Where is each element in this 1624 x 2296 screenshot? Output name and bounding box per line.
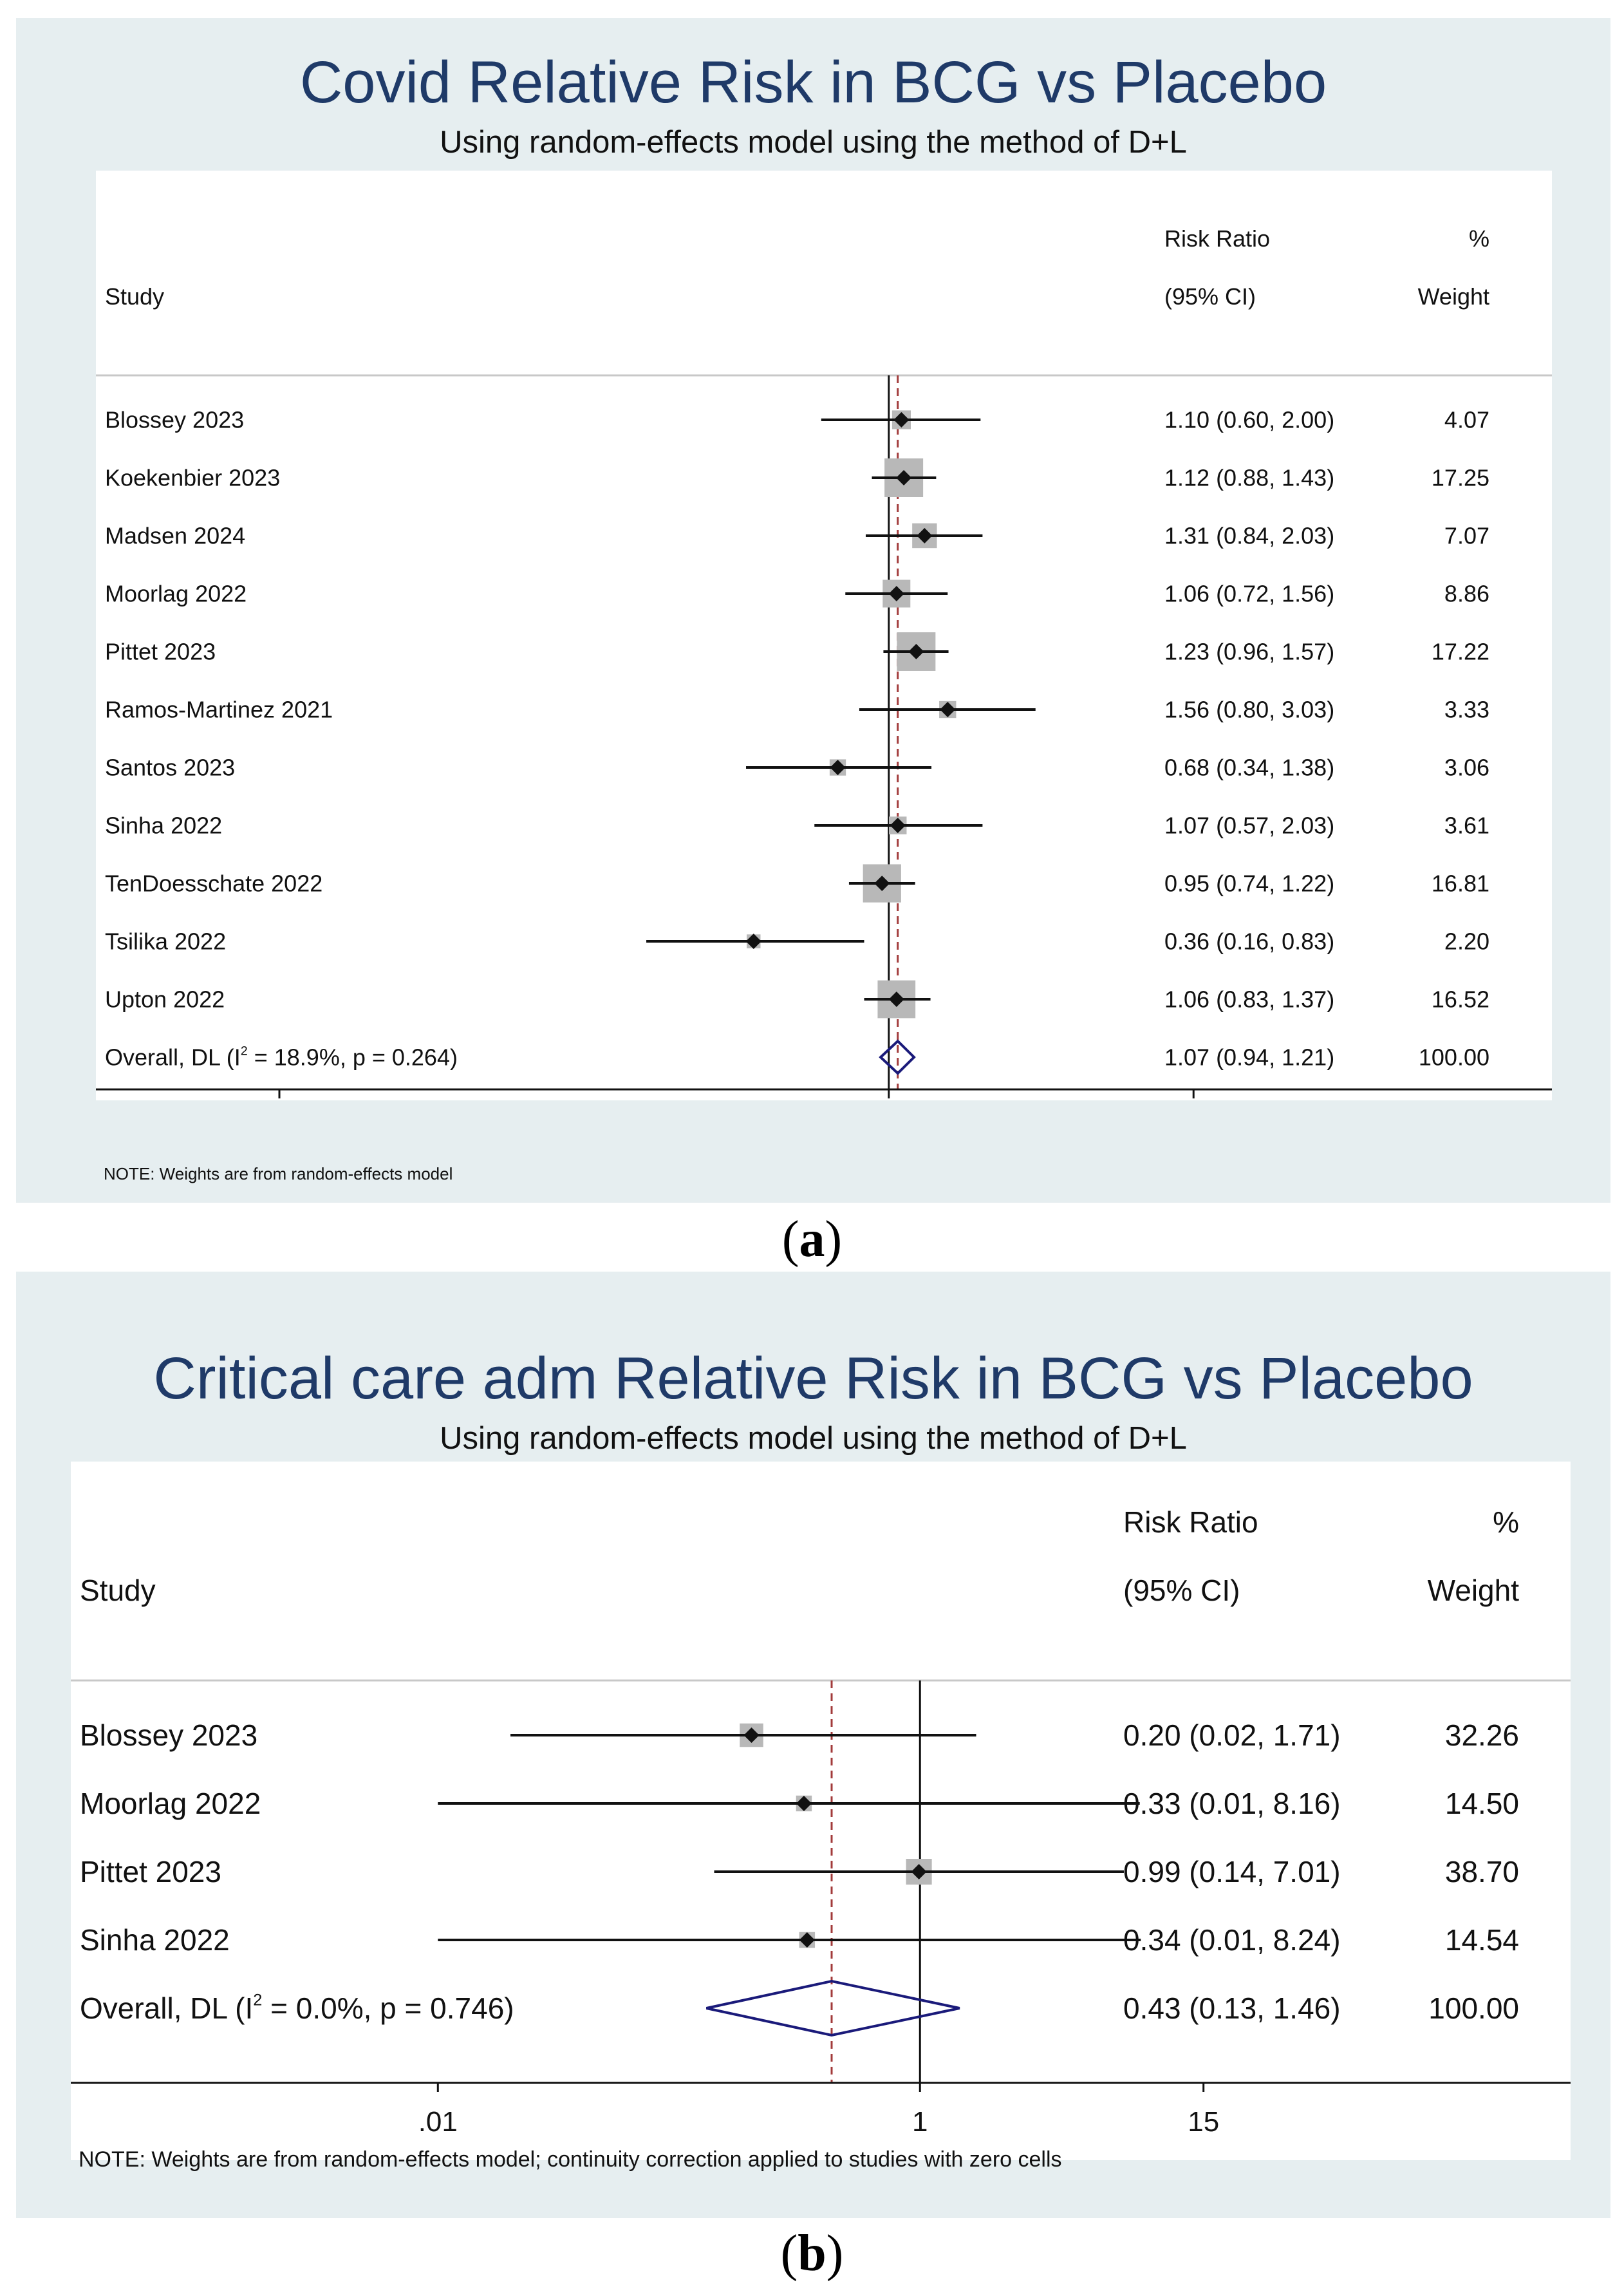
a-study-label: Upton 2022 [105,986,225,1013]
chart-title-a: Covid Relative Risk in BCG vs Placebo [299,50,1327,115]
panel-letter-b: b [798,2225,826,2282]
a-study-label: Tsilika 2022 [105,928,226,955]
a-study-weight: 7.07 [1444,523,1489,549]
a-study-ci-text: 1.06 (0.83, 1.37) [1164,986,1334,1013]
a-study-point-estimate [874,876,890,891]
panel-letter-a: a [799,1211,825,1268]
a-study-weight: 3.61 [1444,813,1489,839]
b-study-ci-text: 0.20 (0.02, 1.71) [1123,1718,1341,1752]
chart-subtitle-b: Using random-effects model using the met… [440,1421,1187,1456]
footnote-a: NOTE: Weights are from random-effects mo… [104,1164,453,1183]
b-header-percent: % [1493,1505,1519,1539]
b-study-point-estimate [799,1932,815,1948]
forest-plot-a: Risk Ratio(95% CI)%WeightStudy.01110Blos… [96,225,1552,1098]
b-header-risk-ratio: Risk Ratio [1123,1505,1258,1539]
a-study-point-estimate [888,586,904,601]
a-study-ci-text: 0.95 (0.74, 1.22) [1164,870,1334,897]
a-study-weight: 4.07 [1444,407,1489,433]
b-x-tick-label: 1 [912,2106,928,2138]
a-study-weight: 8.86 [1444,581,1489,607]
a-study-label: Sinha 2022 [105,813,222,839]
a-study-point-estimate [940,702,956,717]
a-study-ci-text: 0.68 (0.34, 1.38) [1164,755,1334,781]
a-study-label: Koekenbier 2023 [105,465,280,491]
b-study-point-estimate [743,1727,760,1743]
b-study-weight: 14.54 [1445,1923,1519,1957]
panel-label-b: (b) [780,2225,844,2282]
panel-label-a: (a) [781,1211,843,1268]
b-study-label: Sinha 2022 [80,1923,230,1957]
a-study-point-estimate [917,528,933,543]
a-study-ci-text: 1.23 (0.96, 1.57) [1164,639,1334,665]
b-study-ci-text: 0.99 (0.14, 7.01) [1123,1855,1341,1888]
b-study-point-estimate [796,1796,812,1811]
a-study-weight: 2.20 [1444,928,1489,955]
a-study-weight: 17.22 [1432,639,1489,665]
b-study-label: Pittet 2023 [80,1855,221,1888]
a-study-ci-text: 1.10 (0.60, 2.00) [1164,407,1334,433]
forest-plot-b: Risk Ratio (95% CI)% Weight Study .01 1 15 Blos… [71,1505,1571,2138]
a-study-point-estimate [908,644,924,659]
panel-b: Critical care adm Relative Risk in BCG v… [16,1272,1610,2218]
a-study-ci-text: 1.06 (0.72, 1.56) [1164,581,1334,607]
b-overall-label: Overall, DL (I2 = 0.0%, p = 0.746) [80,1991,514,2025]
chart-title-b: Critical care adm Relative Risk in BCG v… [153,1346,1473,1411]
a-study-label: TenDoesschate 2022 [105,870,322,897]
a-overall-ci-text: 1.07 (0.94, 1.21) [1164,1044,1334,1071]
b-study-label: Blossey 2023 [80,1718,257,1752]
b-study-point-estimate [911,1864,927,1879]
b-study-weight: 14.50 [1445,1787,1519,1820]
a-study-point-estimate [890,818,906,833]
a-header-risk-ratio: Risk Ratio [1164,225,1270,252]
b-x-tick-label: .01 [418,2106,458,2138]
a-overall-weight: 100.00 [1419,1044,1489,1071]
a-study-label: Santos 2023 [105,755,235,781]
b-study-ci-text: 0.33 (0.01, 8.16) [1123,1787,1341,1820]
chart-subtitle-a: Using random-effects model using the met… [440,125,1187,160]
a-study-label: Moorlag 2022 [105,581,247,607]
b-header-weight: Weight [1428,1574,1520,1607]
b-header-ci: (95% CI) [1123,1574,1240,1607]
a-study-point-estimate [888,992,904,1007]
b-x-tick-label: 15 [1188,2106,1219,2138]
a-study-label: Madsen 2024 [105,523,245,549]
a-header-ci: (95% CI) [1164,283,1256,310]
a-study-point-estimate [893,412,910,428]
b-study-weight: 32.26 [1445,1718,1519,1752]
a-study-label: Ramos-Martinez 2021 [105,697,333,723]
a-header-weight: Weight [1418,283,1489,310]
b-overall-weight: 100.00 [1428,1991,1519,2025]
b-study-weight: 38.70 [1445,1855,1519,1888]
b-study-label: Moorlag 2022 [80,1787,261,1820]
a-study-ci-text: 1.12 (0.88, 1.43) [1164,465,1334,491]
a-study-ci-text: 1.07 (0.57, 2.03) [1164,813,1334,839]
a-study-ci-text: 1.31 (0.84, 2.03) [1164,523,1334,549]
footnote-b: NOTE: Weights are from random-effects mo… [79,2147,1062,2172]
plot-area-a: Risk Ratio(95% CI)%WeightStudy.01110Blos… [96,171,1552,1100]
a-study-ci-text: 0.36 (0.16, 0.83) [1164,928,1334,955]
b-study-ci-text: 0.34 (0.01, 8.24) [1123,1923,1341,1957]
a-overall-label: Overall, DL (I2 = 18.9%, p = 0.264) [105,1044,458,1070]
a-study-point-estimate [745,934,761,949]
a-study-ci-text: 1.56 (0.80, 3.03) [1164,697,1334,723]
b-overall-diamond [706,1979,960,2037]
a-study-label: Blossey 2023 [105,407,244,433]
a-study-weight: 16.81 [1432,870,1489,897]
plot-area-b: Risk Ratio (95% CI)% Weight Study .01 1 15 Blos… [71,1462,1571,2160]
a-study-label: Pittet 2023 [105,639,216,665]
a-study-weight: 16.52 [1432,986,1489,1013]
panel-a: Covid Relative Risk in BCG vs Placebo Us… [16,18,1610,1203]
b-header-study: Study [80,1574,156,1607]
a-study-weight: 3.33 [1444,697,1489,723]
a-overall-diamond [879,1039,916,1075]
a-header-percent: % [1469,225,1489,252]
a-study-weight: 17.25 [1432,465,1489,491]
a-header-study: Study [105,283,164,310]
a-study-point-estimate [830,760,846,775]
a-study-point-estimate [896,470,912,485]
a-study-weight: 3.06 [1444,755,1489,781]
b-overall-ci-text: 0.43 (0.13, 1.46) [1123,1991,1341,2025]
